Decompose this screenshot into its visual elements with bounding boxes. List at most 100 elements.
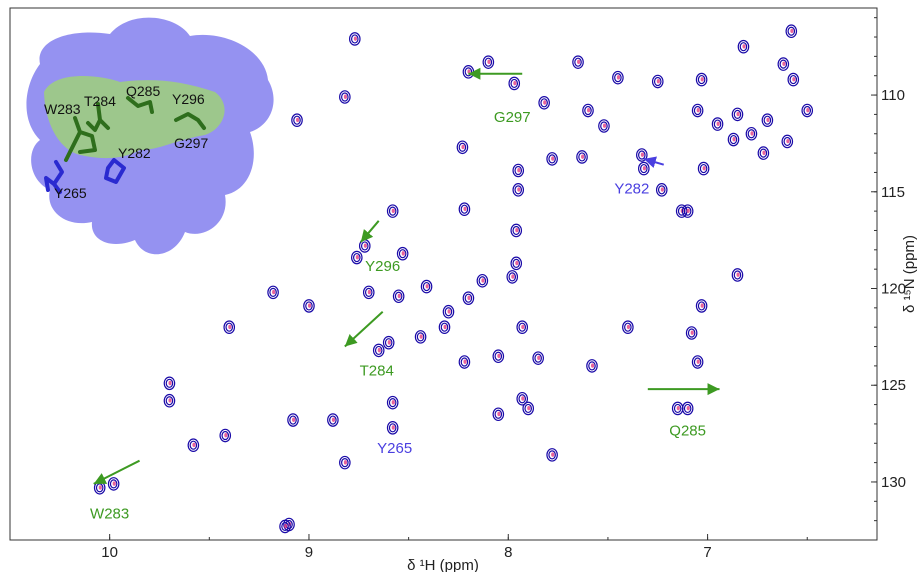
peak-28	[675, 204, 688, 218]
peak-53	[731, 268, 744, 282]
peak-74	[671, 401, 684, 416]
peak-45	[362, 285, 375, 300]
peak-29	[757, 146, 770, 160]
peak-78	[386, 420, 399, 435]
peak-27	[655, 183, 668, 197]
peak-18	[711, 117, 724, 131]
peak-15	[691, 103, 704, 118]
y-tick-label-3: 125	[881, 377, 906, 394]
shift-arrow-y296	[360, 220, 380, 243]
inset-label-y265: Y265	[54, 185, 87, 201]
peak-54	[695, 299, 708, 313]
peak-73	[492, 407, 505, 422]
peak-63	[532, 351, 544, 365]
peak-61	[382, 335, 395, 350]
peak-47	[420, 279, 433, 294]
peak-68	[163, 376, 176, 391]
y-tick-label-0: 110	[881, 87, 905, 104]
peak-3	[777, 57, 790, 71]
peak-26	[638, 161, 650, 176]
peak-51	[462, 291, 475, 305]
peak-4	[482, 55, 495, 69]
w283-stick	[86, 102, 110, 132]
peak-19	[761, 113, 774, 128]
peak-24	[598, 119, 610, 133]
peak-31	[456, 140, 469, 155]
peak-57	[516, 320, 529, 334]
peak-14	[582, 103, 594, 118]
inset-label-t284: T284	[84, 93, 116, 109]
peak-55	[223, 320, 236, 334]
peak-12	[339, 90, 351, 104]
y-tick-label-1: 115	[881, 184, 905, 201]
peak-82	[339, 455, 351, 470]
x-axis-title: δ ¹H (ppm)	[407, 557, 479, 572]
peak-52	[681, 204, 694, 218]
peak-22	[727, 132, 740, 147]
peak-76	[287, 413, 299, 427]
peak-20	[745, 126, 758, 141]
residue-label-t284: T284	[360, 363, 394, 380]
peak-49	[303, 299, 315, 313]
y296-stick	[174, 112, 206, 130]
peak-17	[801, 103, 814, 118]
peak-38	[510, 223, 523, 238]
peak-21	[781, 134, 794, 149]
peak-58	[622, 320, 634, 334]
peak-70	[386, 395, 399, 410]
peak-84	[107, 477, 120, 491]
peak-39	[350, 250, 363, 265]
peak-80	[187, 438, 200, 453]
x-tick-label-3: 7	[703, 544, 711, 561]
peak-25	[636, 148, 648, 162]
x-tick-label-1: 9	[305, 544, 313, 561]
plot-frame	[9, 7, 878, 541]
peak-11	[787, 72, 800, 87]
peak-42	[510, 256, 523, 271]
y-axis-title: δ ¹⁵N (ppm)	[901, 235, 918, 313]
peak-66	[414, 330, 427, 344]
peak-36	[386, 204, 399, 218]
peak-2	[785, 24, 798, 39]
residue-label-y282: Y282	[614, 181, 649, 198]
protein-structure-inset: W283 T284 Q285 Y296 Y282 G297 Y265	[26, 17, 274, 255]
peak-35	[512, 183, 525, 197]
peak-9	[651, 74, 664, 89]
peak-59	[685, 326, 698, 340]
peak-6	[572, 55, 584, 69]
peak-72	[522, 401, 535, 416]
peak-71	[516, 391, 529, 406]
y-tick-label-4: 130	[881, 474, 906, 491]
peak-67	[492, 349, 505, 364]
inset-label-q285: Q285	[126, 83, 160, 99]
peak-7	[612, 70, 624, 85]
peak-16	[731, 107, 744, 122]
peak-77	[327, 413, 339, 427]
binding-patch	[44, 76, 225, 159]
annotations-layer: G297 Y282 Y296 T284 Y265 Q285 W283	[90, 67, 720, 523]
shift-arrow-y282	[643, 156, 665, 169]
x-tick-label-0: 10	[101, 544, 118, 561]
peak-0	[349, 32, 361, 46]
peak-8	[508, 76, 521, 91]
peak-33	[546, 152, 558, 166]
peak-37	[458, 202, 471, 216]
peak-81	[546, 448, 558, 462]
q285-stick	[126, 96, 154, 114]
residue-label-w283: W283	[90, 506, 129, 523]
peak-60	[372, 343, 385, 358]
y265-stick	[44, 160, 64, 194]
peak-5	[462, 65, 475, 79]
peak-65	[691, 355, 704, 369]
peak-34	[576, 150, 588, 164]
y-tick-label-2: 120	[881, 281, 906, 298]
inset-label-w283: W283	[44, 101, 81, 117]
peak-79	[219, 428, 232, 443]
inset-label-y296: Y296	[172, 91, 205, 107]
peak-50	[442, 304, 455, 319]
shift-arrow-t284	[344, 310, 384, 348]
peak-69	[163, 393, 176, 408]
peak-46	[392, 289, 405, 304]
